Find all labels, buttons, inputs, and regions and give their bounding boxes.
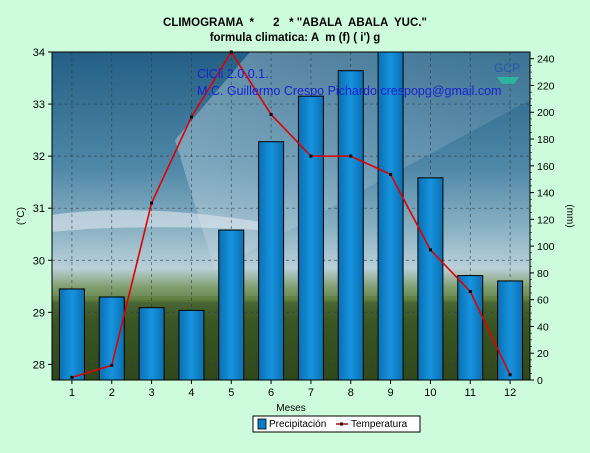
legend-swatch-precipitation (257, 418, 267, 430)
y-right-tick-label: 220 (537, 80, 555, 92)
y-right-tick-label: 80 (537, 268, 549, 280)
temperature-point-11 (468, 289, 472, 293)
temperature-line (71, 50, 511, 379)
legend-marker-temperature (340, 422, 343, 426)
y-right-tick-label: 20 (537, 348, 549, 360)
y-left-tick-label: 31 (33, 203, 45, 215)
legend-label-precipitation: Precipitación (269, 419, 326, 430)
x-tick-label: 9 (388, 387, 394, 399)
chart-subtitle: formula climatica: A m (f) ( i') g (209, 32, 381, 44)
y-right-tick-label: 100 (537, 241, 555, 253)
temperature-point-8 (349, 154, 353, 158)
bar-precipitation-6 (258, 141, 285, 381)
y-right-tick-label: 180 (537, 134, 555, 146)
y-left-tick-label: 30 (33, 255, 45, 267)
y-right-tick-label: 60 (537, 295, 549, 307)
y-left-tick-label: 34 (33, 47, 45, 59)
bar-precipitation-4 (178, 309, 205, 381)
y-left-tick-label: 28 (33, 359, 45, 371)
bar-precipitation-3 (138, 307, 165, 381)
plot-frame (51, 51, 531, 381)
logo-mark (497, 77, 519, 84)
temperature-series (70, 50, 512, 379)
y-axis-left-label: (°C) (16, 207, 27, 225)
x-axis-label: Meses (276, 403, 305, 414)
bar-precipitation-8 (337, 70, 364, 381)
temperature-point-12 (508, 373, 512, 377)
bar-precipitation-10 (417, 177, 444, 381)
x-tick-label: 7 (308, 387, 314, 399)
y-right-tick-label: 140 (537, 188, 555, 200)
temperature-point-3 (150, 201, 154, 205)
temperature-point-4 (189, 115, 193, 119)
y-axis-right-label: (mm) (564, 204, 575, 227)
bar-precipitation-1 (58, 288, 85, 381)
gcp-logo: GCP (494, 61, 520, 84)
y-left-tick-label: 32 (33, 151, 45, 163)
temperature-point-1 (70, 375, 74, 379)
axes: 2829303132333402040608010012014016018020… (33, 47, 555, 399)
bar-precipitation-9 (377, 51, 404, 381)
x-tick-label: 12 (504, 387, 516, 399)
bar-precipitation-12 (497, 280, 524, 381)
logo-text: GCP (494, 61, 520, 75)
temperature-point-9 (389, 172, 393, 176)
x-tick-label: 10 (424, 387, 436, 399)
bar-precipitation-7 (297, 95, 324, 381)
watermark-line-1: ClCli 2.0.0.1. (197, 67, 269, 81)
temperature-point-7 (309, 154, 313, 158)
x-tick-label: 11 (465, 387, 476, 399)
y-right-tick-label: 120 (537, 214, 555, 226)
precipitation-bars (58, 51, 524, 381)
y-right-tick-label: 200 (537, 107, 555, 119)
x-tick-label: 2 (109, 387, 115, 399)
x-tick-label: 4 (188, 387, 194, 399)
bar-precipitation-5 (218, 229, 245, 381)
y-left-tick-label: 29 (33, 307, 45, 319)
watermark-line-2: M.C. Guillermo Crespo Pichardo crespopg@… (197, 84, 501, 98)
y-right-tick-label: 160 (537, 161, 555, 173)
temperature-point-6 (269, 112, 273, 116)
legend: Precipitación Temperatura (252, 415, 421, 433)
legend-label-temperature: Temperatura (351, 419, 408, 430)
y-right-tick-label: 40 (537, 321, 549, 333)
x-tick-label: 5 (228, 387, 234, 399)
y-left-tick-label: 33 (33, 99, 45, 111)
temperature-point-10 (428, 248, 432, 252)
x-tick-label: 3 (149, 387, 155, 399)
x-tick-label: 6 (268, 387, 274, 399)
y-right-tick-label: 240 (537, 54, 555, 66)
x-tick-label: 1 (69, 387, 75, 399)
x-tick-label: 8 (348, 387, 354, 399)
chart-title: CLIMOGRAMA * 2 * "ABALA ABALA YUC." (163, 17, 427, 29)
y-right-tick-label: 0 (537, 375, 543, 387)
temperature-point-2 (110, 363, 114, 367)
